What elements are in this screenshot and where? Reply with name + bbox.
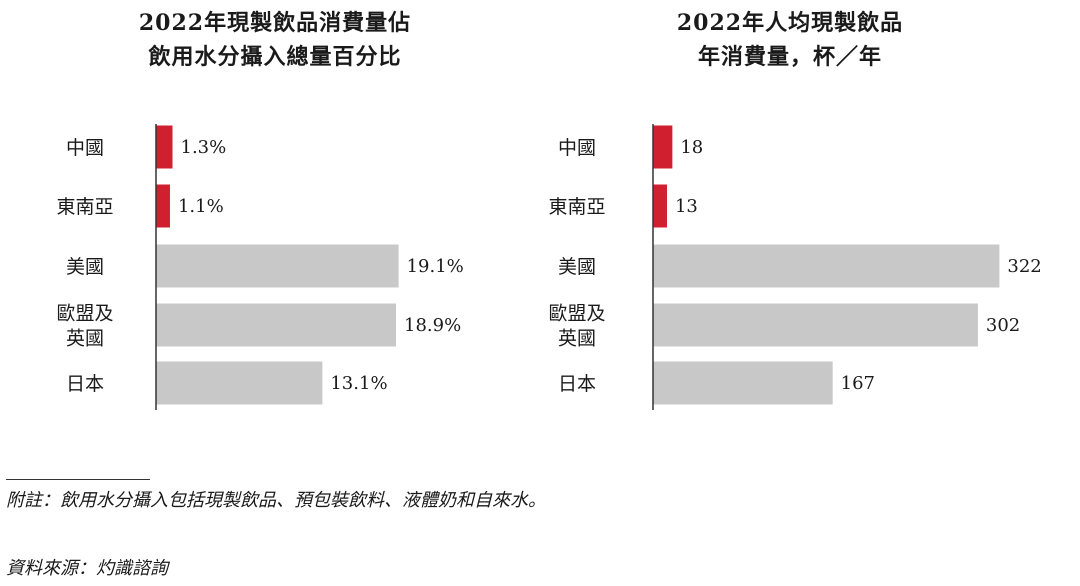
value-label-right-0: 18 — [680, 137, 703, 158]
footnote-text: 附註：飲用水分攝入包括現製飲品、預包裝飲料、液體奶和自來水。 — [6, 490, 546, 511]
chart-title-left: 2022年現製飲品消費量佔 飲用水分攝入總量百分比 — [85, 6, 465, 74]
category-label-right-2: 美國 — [558, 256, 596, 278]
source-text: 資料來源：灼識諮詢 — [6, 558, 168, 579]
category-label-right-4: 日本 — [558, 373, 596, 395]
bar-left-2 — [156, 244, 399, 288]
category-label-left-1: 東南亞 — [56, 196, 113, 218]
value-label-left-0: 1.3% — [181, 137, 227, 158]
value-label-left-4: 13.1% — [330, 373, 387, 394]
category-label-right-1: 東南亞 — [548, 196, 605, 218]
chart-title-left-line-1: 2022年現製飲品消費量佔 — [138, 10, 412, 36]
chart-title-right-line-1: 2022年人均現製飲品 — [676, 10, 904, 36]
bar-left-3 — [156, 303, 397, 347]
category-label-left-3-1: 英國 — [66, 328, 104, 350]
value-label-left-3: 18.9% — [404, 315, 461, 336]
chart-title-right-line-2: 年消費量，杯／年 — [697, 44, 882, 70]
bar-right-3 — [653, 303, 978, 347]
value-label-left-1: 1.1% — [178, 196, 224, 217]
footnote-divider — [6, 479, 150, 480]
category-label-left-0: 中國 — [66, 137, 104, 159]
value-label-right-1: 13 — [675, 196, 698, 217]
category-label-left-3-0: 歐盟及 — [56, 303, 113, 325]
bar-right-0 — [653, 125, 673, 169]
bar-right-2 — [653, 244, 1000, 288]
chart-title-right: 2022年人均現製飲品 年消費量，杯／年 — [590, 6, 990, 74]
category-label-right-0: 中國 — [558, 137, 596, 159]
category-label-right-3-1: 英國 — [558, 328, 596, 350]
bar-left-0 — [156, 125, 173, 169]
value-label-right-2: 322 — [1007, 256, 1041, 277]
bar-right-4 — [653, 361, 833, 405]
bar-left-1 — [156, 184, 170, 228]
value-label-right-4: 167 — [841, 373, 875, 394]
category-label-right-3-0: 歐盟及 — [548, 303, 605, 325]
value-label-left-2: 19.1% — [407, 256, 464, 277]
chart-title-left-line-2: 飲用水分攝入總量百分比 — [148, 44, 402, 70]
bar-right-1 — [653, 184, 667, 228]
category-label-left-2: 美國 — [66, 256, 104, 278]
category-label-left-4: 日本 — [66, 373, 104, 395]
bar-left-4 — [156, 361, 323, 405]
value-label-right-3: 302 — [986, 315, 1020, 336]
